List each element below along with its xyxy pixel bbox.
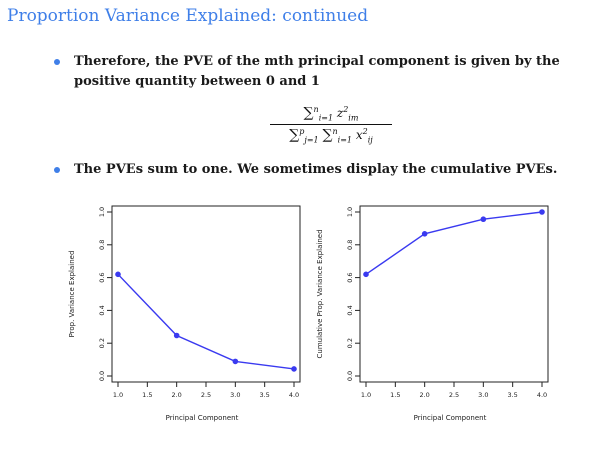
x-tick-label: 4.0 [537, 391, 547, 399]
y-axis-label: Cumulative Prop. Variance Explained [316, 229, 324, 358]
y-tick-label: 0.4 [98, 305, 106, 315]
y-tick-label: 0.6 [346, 272, 354, 282]
y-tick-label: 0.6 [98, 272, 106, 282]
bullet-dot-icon [54, 59, 60, 65]
bullet-dot-icon [54, 167, 60, 173]
pve-formula: ∑ni=1 z2im ∑pj=1 ∑ni=1 x2ij [266, 105, 396, 145]
data-point [115, 271, 121, 278]
bullet-text: The PVEs sum to one. We sometimes displa… [74, 162, 558, 177]
slide-title: Proportion Variance Explained: continued [7, 6, 369, 26]
x-tick-label: 3.5 [259, 391, 269, 399]
data-point [421, 231, 428, 237]
x-tick-label: 3.0 [230, 391, 240, 399]
y-tick-label: 0.4 [346, 305, 354, 315]
x-tick-label: 1.0 [113, 391, 123, 399]
plot-frame [359, 205, 549, 383]
x-tick-label: 1.5 [142, 391, 152, 399]
series-line [365, 211, 543, 275]
data-point [539, 209, 545, 215]
data-point [480, 216, 487, 223]
y-tick-label: 1.0 [346, 207, 354, 217]
x-tick-label: 3.0 [478, 391, 488, 399]
formula-denominator: ∑pj=1 ∑ni=1 x2ij [289, 127, 373, 145]
data-point [291, 366, 297, 372]
y-tick-label: 0.2 [98, 338, 106, 348]
x-tick-label: 1.0 [361, 391, 371, 399]
x-tick-label: 2.0 [171, 391, 181, 399]
cumulative-pve-chart-svg: 0.0 0.2 0.4 0.6 0.8 1.0 1.0 1.5 2.0 2.5 3.0 3.5 4.0 P… [316, 205, 549, 422]
x-axis-label: Principal Component [414, 414, 487, 422]
y-tick-label: 0.0 [346, 371, 354, 381]
fraction-bar [270, 124, 392, 126]
data-point [363, 271, 369, 278]
series-line [117, 273, 295, 370]
pve-chart-svg: 0.0 0.2 0.4 0.6 0.8 1.0 1.0 1.5 2.0 2.5 3.0 3.5 4.0 P… [68, 205, 301, 422]
x-tick-label: 2.5 [449, 391, 459, 399]
y-axis-label: Prop. Variance Explained [68, 251, 76, 338]
x-tick-label: 3.5 [507, 391, 517, 399]
x-tick-label: 4.0 [289, 391, 299, 399]
cumulative-pve-chart: 0.0 0.2 0.4 0.6 0.8 1.0 1.0 1.5 2.0 2.5 3.0 3.5 4.0 P… [310, 196, 550, 440]
data-point [173, 332, 180, 339]
y-tick-label: 1.0 [98, 207, 106, 217]
y-tick-label: 0.0 [98, 371, 106, 381]
formula-numerator: ∑ni=1 z2im [303, 105, 359, 123]
y-tick-label: 0.2 [346, 338, 354, 348]
bullet-text: Therefore, the PVE of the mth principal … [74, 54, 560, 89]
y-tick-label: 0.8 [98, 240, 106, 250]
x-tick-label: 2.5 [201, 391, 211, 399]
x-axis-label: Principal Component [166, 414, 239, 422]
data-point [232, 358, 239, 365]
plot-frame [111, 205, 301, 383]
bullet-item: Therefore, the PVE of the mth principal … [54, 52, 573, 92]
x-tick-label: 1.5 [390, 391, 400, 399]
y-tick-label: 0.8 [346, 240, 354, 250]
x-tick-label: 2.0 [419, 391, 429, 399]
pve-chart: 0.0 0.2 0.4 0.6 0.8 1.0 1.0 1.5 2.0 2.5 3.0 3.5 4.0 P… [62, 196, 302, 440]
bullet-item: The PVEs sum to one. We sometimes displa… [54, 160, 573, 180]
